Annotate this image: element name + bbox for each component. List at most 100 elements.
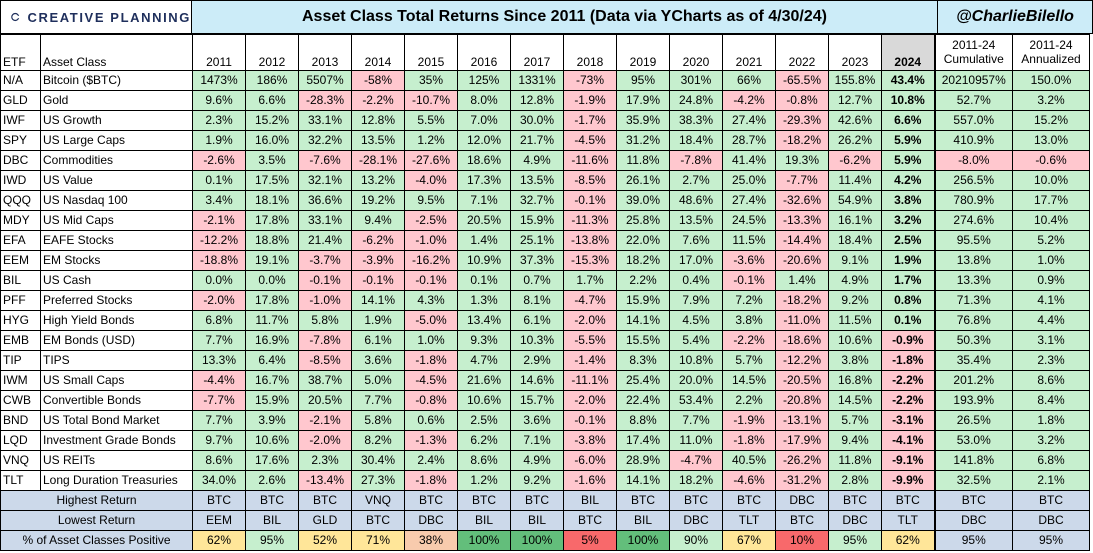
return-cell-2021: 14.5% [722,370,776,391]
return-cell-2017: 14.6% [510,370,564,391]
return-cell-2012: 17.8% [245,210,299,231]
return-cell-2014: 5.0% [351,370,405,391]
return-cell-2013: 36.6% [298,190,352,211]
lowest-return-row-cell: BTC [351,510,405,531]
return-cell-2017: 37.3% [510,250,564,271]
return-cell-2017: 15.9% [510,210,564,231]
return-cell-2017: 12.8% [510,90,564,111]
return-cell-2018: -4.7% [563,290,617,311]
lowest-return-row-cell: BIL [245,510,299,531]
return-cell-2020: -7.8% [669,150,723,171]
return-cell-2024: 6.6% [881,110,935,131]
return-cell-2021: -0.1% [722,270,776,291]
asset-class-name: US Growth [40,110,193,131]
etf-ticker: EMB [0,330,41,351]
annualized-cell: 5.2% [1012,230,1090,251]
return-cell-2015: -27.6% [404,150,458,171]
return-cell-2020: 2.7% [669,170,723,191]
annualized-cell: 0.9% [1012,270,1090,291]
return-cell-2018: -1.9% [563,90,617,111]
return-cell-2024: 3.2% [881,210,935,231]
return-cell-2017: 4.9% [510,450,564,471]
annualized-cell: 4.4% [1012,310,1090,331]
table-row: TIP TIPS 13.3% 6.4% -8.5% 3.6% -1.8% 4.7% 2.9% -1… [0,350,1090,371]
return-cell-2023: 4.9% [828,270,882,291]
return-cell-2023: 10.6% [828,330,882,351]
table-row: DBC Commodities -2.6% 3.5% -7.6% -28.1% -27.6%… [0,150,1090,171]
return-cell-2020: 13.5% [669,210,723,231]
return-cell-2012: 2.6% [245,470,299,491]
return-cell-2023: 11.5% [828,310,882,331]
return-cell-2014: 13.5% [351,130,405,151]
return-cell-2023: 16.1% [828,210,882,231]
return-cell-2022: -7.7% [775,170,829,191]
cumulative-cell: 193.9% [933,390,1013,411]
return-cell-2023: 11.4% [828,170,882,191]
return-cell-2020: 11.0% [669,430,723,451]
return-cell-2011: 8.6% [192,450,246,471]
return-cell-2017: 3.6% [510,410,564,431]
cumulative-cell: 201.2% [933,370,1013,391]
percent-positive-row-cell: 100% [510,530,564,551]
return-cell-2013: 5.8% [298,310,352,331]
header-year-2021: 2021 [722,34,776,71]
highest-return-row-cell: BTC [457,490,511,511]
return-cell-2022: -29.3% [775,110,829,131]
annualized-cell: 17.7% [1012,190,1090,211]
header-asset-class: Asset Class [40,34,193,71]
return-cell-2020: 48.6% [669,190,723,211]
return-cell-2019: 2.2% [616,270,670,291]
return-cell-2022: -65.5% [775,70,829,91]
annualized-cell: 15.2% [1012,110,1090,131]
return-cell-2012: 0.0% [245,270,299,291]
return-cell-2018: -2.0% [563,390,617,411]
return-cell-2019: 28.9% [616,450,670,471]
return-cell-2023: 9.4% [828,430,882,451]
return-cell-2023: 54.9% [828,190,882,211]
etf-ticker: TIP [0,350,41,371]
return-cell-2017: 2.9% [510,350,564,371]
return-cell-2024: -3.1% [881,410,935,431]
return-cell-2012: 18.8% [245,230,299,251]
return-cell-2017: 15.7% [510,390,564,411]
highest-return-row-cell: BTC [510,490,564,511]
return-cell-2022: -20.8% [775,390,829,411]
return-cell-2024: -4.1% [881,430,935,451]
return-cell-2011: 6.8% [192,310,246,331]
return-cell-2012: 19.1% [245,250,299,271]
return-cell-2015: -1.8% [404,470,458,491]
return-cell-2016: 7.0% [457,110,511,131]
return-cell-2021: -1.9% [722,410,776,431]
return-cell-2014: 12.8% [351,110,405,131]
table-row: VNQ US REITs 8.6% 17.6% 2.3% 30.4% 2.4% 8.6% 4.9… [0,450,1090,471]
percent-positive-row-cell: 10% [775,530,829,551]
return-cell-2013: -28.3% [298,90,352,111]
table-row: HYG High Yield Bonds 6.8% 11.7% 5.8% 1.9% -5.0… [0,310,1090,331]
return-cell-2023: 155.8% [828,70,882,91]
return-cell-2015: -2.5% [404,210,458,231]
return-cell-2017: 25.1% [510,230,564,251]
return-cell-2022: -18.2% [775,290,829,311]
highest-return-row-cell: BTC [298,490,352,511]
return-cell-2011: 0.0% [192,270,246,291]
asset-class-name: US Total Bond Market [40,410,193,431]
percent-positive-row-cell: 100% [457,530,511,551]
return-cell-2014: 1.9% [351,310,405,331]
table-row: EFA EAFE Stocks -12.2% 18.8% 21.4% -6.2% -1.0%… [0,230,1090,251]
return-cell-2017: 13.5% [510,170,564,191]
return-cell-2020: 38.3% [669,110,723,131]
return-cell-2019: 11.8% [616,150,670,171]
asset-class-name: Long Duration Treasuries [40,470,193,491]
asset-class-name: High Yield Bonds [40,310,193,331]
return-cell-2011: -12.2% [192,230,246,251]
return-cell-2013: 33.1% [298,110,352,131]
cumulative-cell: 35.4% [933,350,1013,371]
return-cell-2011: 9.7% [192,430,246,451]
etf-ticker: EFA [0,230,41,251]
return-cell-2022: -32.6% [775,190,829,211]
cumulative-cell: 50.3% [933,330,1013,351]
highest-return-row-cell: VNQ [351,490,405,511]
annualized-cell: 1.0% [1012,250,1090,271]
return-cell-2018: 1.7% [563,270,617,291]
etf-ticker: HYG [0,310,41,331]
